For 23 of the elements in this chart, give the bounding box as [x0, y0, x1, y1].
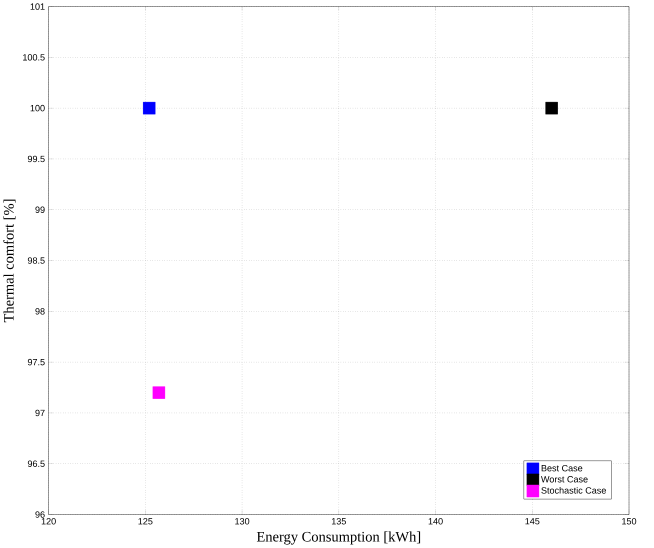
y-axis-title: Thermal comfort [%]	[3, 200, 16, 322]
y-tick-label: 97.5	[28, 358, 45, 366]
y-tick-label: 98.5	[28, 257, 45, 264]
x-tick-label: 140	[428, 518, 443, 525]
y-tick-label: 97	[35, 410, 45, 416]
y-tick-label: 100.5	[23, 54, 45, 61]
x-tick-label: 150	[622, 518, 636, 525]
y-tick-label: 98	[35, 308, 45, 315]
x-tick-label: 135	[332, 518, 346, 525]
x-tick-label: 120	[42, 518, 56, 525]
y-tick-label: 99.5	[28, 156, 45, 162]
x-tick-label: 145	[525, 518, 540, 524]
legend-label: Stochastic Case	[541, 487, 606, 494]
y-tick-label: 100	[30, 104, 45, 112]
legend-label: Worst Case	[541, 476, 588, 482]
legend-label: Best Case	[542, 465, 582, 472]
x-tick-label: 125	[138, 518, 153, 525]
y-tick-label: 96	[35, 511, 45, 518]
y-tick-label: 101	[30, 3, 45, 10]
x-tick-label: 130	[235, 518, 250, 525]
x-axis-title: Energy Consumption [kWh]	[256, 531, 420, 545]
y-tick-label: 99	[35, 206, 45, 213]
y-tick-label: 96.5	[28, 460, 45, 467]
